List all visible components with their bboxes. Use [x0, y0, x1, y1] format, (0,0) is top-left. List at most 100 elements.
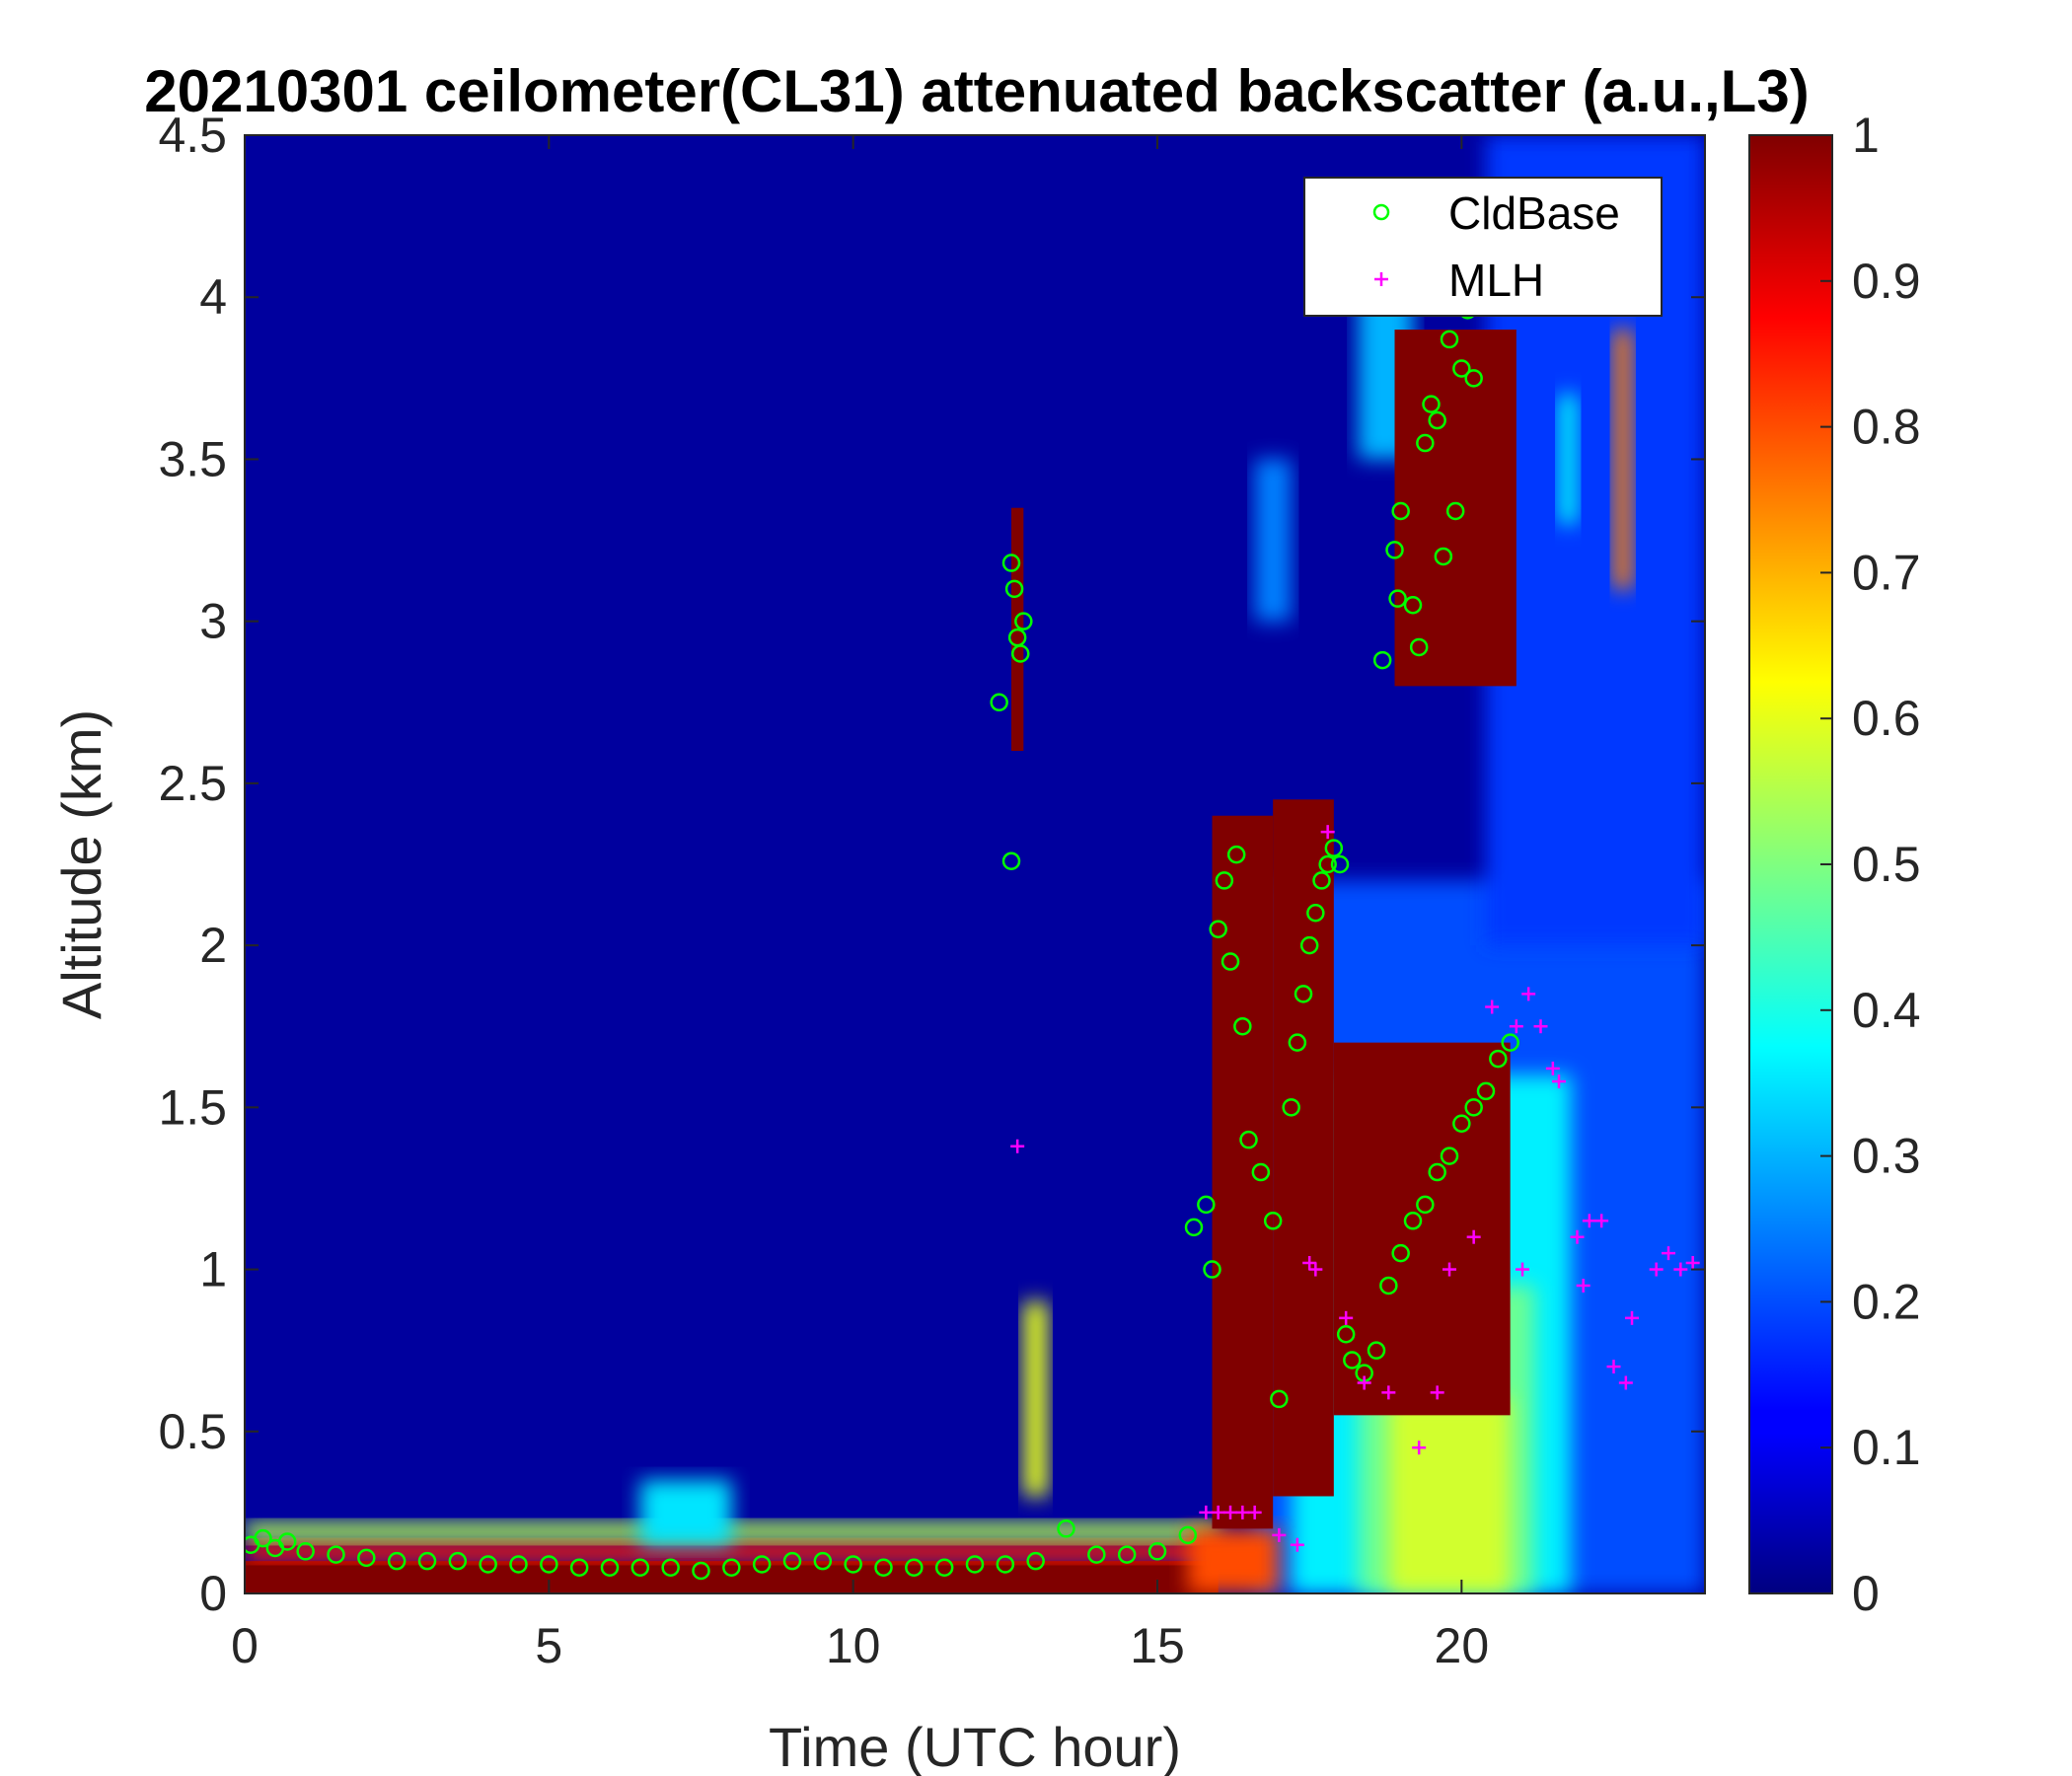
- colorbar: 0 0.1 0.2 0.3 0.4 0.5 0.6 0.7 0.8 0.9 1: [1748, 108, 1921, 1621]
- cldbase-point: [1226, 845, 1246, 864]
- legend-mlh-marker: [1374, 272, 1388, 286]
- colorbar-tick-label: 0.9: [1852, 254, 1921, 309]
- cldbase-point: [1014, 612, 1033, 630]
- mlh-point: [1649, 1262, 1664, 1277]
- colorbar-tick-label: 0.3: [1852, 1129, 1921, 1184]
- cldbase-point: [540, 1555, 558, 1574]
- cldbase-point: [1489, 1049, 1508, 1069]
- cldbase-point: [1434, 547, 1453, 566]
- mlh-point: [1430, 1385, 1444, 1400]
- mlh-point: [1521, 987, 1536, 1001]
- colorbar-tick-label: 0.1: [1852, 1420, 1921, 1475]
- cldbase-point: [1178, 1525, 1198, 1545]
- cldbase-point: [1011, 644, 1030, 663]
- cldbase-point: [1306, 904, 1325, 923]
- x-tick-label: 10: [826, 1618, 881, 1673]
- x-tick-label: 20: [1435, 1618, 1490, 1673]
- x-tick-label: 0: [231, 1618, 259, 1673]
- y-tick-label: 3: [199, 594, 227, 649]
- cldbase-point: [417, 1551, 437, 1571]
- mlh-point: [1290, 1537, 1304, 1552]
- cldbase-point: [448, 1551, 468, 1571]
- backscatter-region-10: [245, 1561, 1219, 1593]
- cldbase-point: [1391, 501, 1410, 521]
- legend-cldbase-label: CldBase: [1448, 187, 1620, 239]
- cldbase-point: [1501, 1033, 1519, 1052]
- y-axis-label: Altitude (km): [50, 709, 112, 1019]
- mlh-point: [1466, 1229, 1481, 1244]
- mlh-point: [1381, 1385, 1396, 1400]
- mlh-point: [1320, 825, 1335, 840]
- mlh-point: [1576, 1278, 1591, 1293]
- cldbase-point: [990, 693, 1008, 712]
- cldbase-point: [1440, 330, 1459, 349]
- y-tick-label: 4: [199, 269, 227, 325]
- y-tick-label: 2.5: [158, 756, 227, 811]
- cldbase-point: [1312, 871, 1331, 890]
- mlh-point: [1662, 1246, 1675, 1261]
- cldbase-point: [1282, 1098, 1300, 1117]
- plot-area: 0 5 10 15 20 0 0.5 1 1.5 2 2.5 3 3.5 4 4.5: [158, 108, 1706, 1673]
- mlh-point: [1010, 1139, 1025, 1153]
- mlh-point: [1443, 1262, 1456, 1277]
- colorbar-tick-label: 1: [1852, 108, 1880, 163]
- cldbase-point: [1385, 541, 1404, 559]
- cldbase-point: [1215, 871, 1234, 890]
- cldbase-point: [479, 1555, 497, 1574]
- cldbase-point: [1239, 1130, 1258, 1149]
- cldbase-point: [1403, 595, 1423, 615]
- colorbar-scale: [1748, 134, 1833, 1594]
- mlh-point: [1594, 1214, 1609, 1228]
- cldbase-point: [1330, 854, 1350, 874]
- cldbase-point: [1409, 637, 1429, 657]
- backscatter-region-4: [1388, 1398, 1511, 1593]
- colorbar-tick-label: 0.5: [1852, 837, 1921, 892]
- mlh-point: [1235, 1505, 1250, 1519]
- backscatter-region-7: [1559, 394, 1578, 525]
- cldbase-point: [1147, 1542, 1167, 1561]
- x-tick-label: 5: [535, 1618, 562, 1673]
- cldbase-point: [1440, 1147, 1459, 1165]
- mlh-point: [1516, 1262, 1529, 1277]
- x-axis-label: Time (UTC hour): [769, 1716, 1181, 1776]
- cldbase-point: [357, 1548, 376, 1568]
- cldbase-point: [277, 1532, 297, 1551]
- cldbase-point: [1263, 1212, 1283, 1230]
- mlh-point: [1552, 1074, 1566, 1089]
- mlh-point: [1223, 1505, 1237, 1519]
- cldbase-point: [1117, 1545, 1137, 1564]
- cldbase-point: [1416, 433, 1435, 453]
- mlh-point: [1570, 1229, 1585, 1244]
- mlh-point: [1533, 1019, 1548, 1034]
- mlh-point: [1618, 1375, 1633, 1390]
- cldbase-point: [1251, 1162, 1271, 1182]
- backscatter-region-8: [1254, 459, 1292, 622]
- colorbar-tick-label: 0.2: [1852, 1274, 1921, 1329]
- cldbase-point: [600, 1558, 620, 1577]
- cldbase-point: [1057, 1519, 1075, 1538]
- cldbase-point: [1391, 1243, 1410, 1263]
- mlh-point: [1625, 1310, 1639, 1325]
- mlh-point: [1199, 1505, 1214, 1519]
- colorbar-tick-label: 0.7: [1852, 545, 1921, 600]
- legend-box: [1303, 177, 1663, 317]
- cldbase-point: [782, 1551, 802, 1571]
- colorbar-tick-label: 0.8: [1852, 400, 1921, 455]
- cldbase-point: [1379, 1276, 1398, 1295]
- cldbase-point: [1464, 369, 1483, 388]
- cldbase-point: [1197, 1195, 1216, 1215]
- cldbase-point: [1294, 985, 1313, 1003]
- cldbase-point: [1299, 935, 1319, 955]
- cldbase-point: [1004, 579, 1024, 599]
- mlh-point: [1685, 1255, 1700, 1270]
- mlh-point: [1485, 999, 1500, 1014]
- x-tick-label: 15: [1130, 1618, 1185, 1673]
- cldbase-point: [661, 1558, 680, 1577]
- cldbase-point: [1452, 359, 1471, 378]
- cldbase-point: [1288, 1033, 1307, 1052]
- cldbase-point: [1221, 952, 1240, 971]
- cldbase-point: [296, 1542, 315, 1561]
- cldbase-point: [1001, 851, 1021, 870]
- cldbase-point: [1343, 1351, 1362, 1369]
